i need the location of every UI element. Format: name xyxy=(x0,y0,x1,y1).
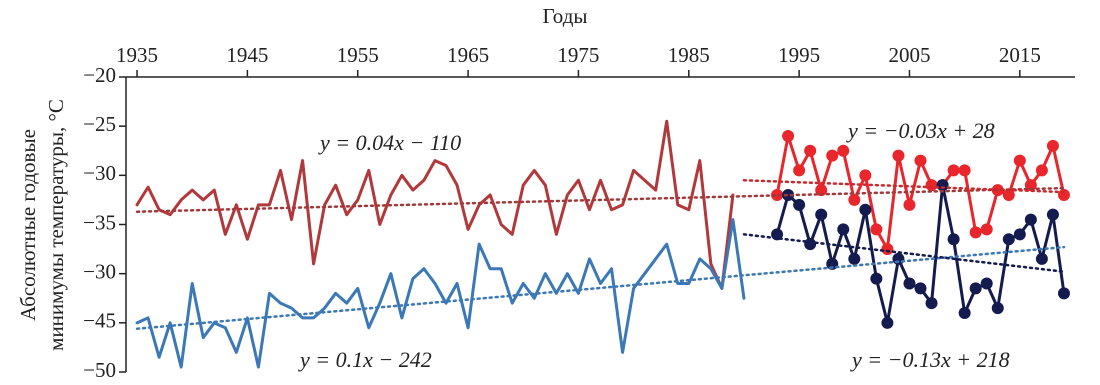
y-tick-label: −50 xyxy=(83,358,116,382)
point xyxy=(793,198,806,211)
y-tick-label: −20 xyxy=(83,63,116,87)
x-tick-label: 1935 xyxy=(116,43,158,67)
point xyxy=(892,252,905,265)
point xyxy=(815,184,828,197)
point xyxy=(1046,139,1059,152)
point xyxy=(1057,189,1070,201)
point xyxy=(881,316,894,329)
point xyxy=(848,252,861,265)
equation: y = 0.04x − 110 xyxy=(318,130,461,155)
point xyxy=(969,226,982,239)
point xyxy=(815,208,828,221)
point xyxy=(1057,287,1070,300)
x-tick-label: 1985 xyxy=(668,43,710,67)
series-line xyxy=(135,119,735,290)
point xyxy=(947,164,960,177)
y-tick-label: −35 xyxy=(83,210,116,234)
y-tick-label: −45 xyxy=(83,309,116,333)
point xyxy=(947,233,960,246)
point xyxy=(936,179,949,192)
y-tick-label: −30 xyxy=(83,259,116,283)
point xyxy=(991,302,1004,315)
point xyxy=(1035,252,1048,265)
point xyxy=(771,189,784,201)
point xyxy=(1024,179,1037,192)
point xyxy=(1002,233,1015,246)
trend-line xyxy=(742,179,1066,194)
point xyxy=(782,189,795,201)
trend-line xyxy=(135,186,1066,213)
point xyxy=(859,203,872,216)
point xyxy=(837,144,850,157)
point xyxy=(903,277,916,290)
point xyxy=(1046,208,1059,221)
point xyxy=(1013,154,1026,167)
equation: y = 0.1x − 242 xyxy=(298,347,432,372)
chart-title: Годы xyxy=(543,4,588,28)
point xyxy=(925,297,938,310)
point xyxy=(980,277,993,290)
x-tick-label: 1965 xyxy=(447,43,489,67)
x-tick-label: 1945 xyxy=(226,43,268,67)
x-tick-label: 2015 xyxy=(999,43,1041,67)
y-tick-label: −30 xyxy=(83,161,116,185)
point xyxy=(914,282,927,295)
point xyxy=(980,223,993,236)
point xyxy=(1024,213,1037,226)
equation: y = −0.13x + 218 xyxy=(850,347,1010,372)
trend-line xyxy=(742,233,1066,273)
point xyxy=(859,169,872,182)
point xyxy=(826,149,839,162)
point xyxy=(804,144,817,157)
point xyxy=(892,149,905,162)
point xyxy=(848,193,861,206)
equation: y = −0.03x + 28 xyxy=(846,118,995,143)
point xyxy=(837,223,850,236)
y-axis-label: минимумы температуры, °C xyxy=(44,99,68,351)
point xyxy=(1002,189,1015,201)
series-line xyxy=(135,218,746,369)
y-tick-label: −25 xyxy=(83,112,116,136)
x-tick-label: 1955 xyxy=(337,43,379,67)
trend-line xyxy=(135,245,1066,330)
point xyxy=(925,179,938,192)
x-tick-label: 2005 xyxy=(888,43,930,67)
point xyxy=(782,130,795,142)
point xyxy=(793,164,806,177)
point xyxy=(1013,228,1026,241)
x-tick-label: 1975 xyxy=(557,43,599,67)
point xyxy=(881,243,894,256)
point xyxy=(804,238,817,251)
y-axis-label: Абсолютные годовые xyxy=(16,129,40,321)
series-line xyxy=(775,183,1066,325)
point xyxy=(870,272,883,285)
point xyxy=(914,154,927,167)
point xyxy=(903,198,916,211)
point xyxy=(1035,164,1048,177)
point xyxy=(958,164,971,177)
point xyxy=(870,223,883,236)
x-tick-label: 1995 xyxy=(778,43,820,67)
point xyxy=(958,307,971,319)
point xyxy=(969,282,982,295)
